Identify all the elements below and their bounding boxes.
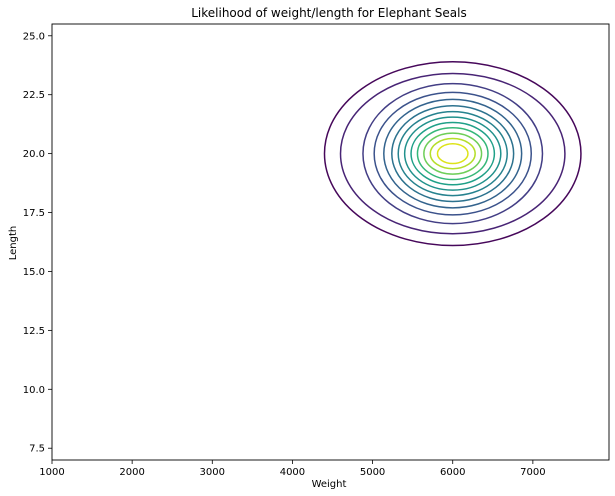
x-tick-label: 1000	[39, 467, 64, 478]
y-tick-label: 15.0	[23, 267, 45, 278]
y-tick-label: 10.0	[23, 385, 45, 396]
x-tick-label: 4000	[280, 467, 305, 478]
contour-level-7	[397, 110, 508, 197]
y-axis-ticks: 7.5 10.0 12.5 15.0 17.5 20.0 22.5 25.0	[23, 31, 52, 455]
y-tick-label: 7.5	[29, 444, 45, 455]
contour-level-9	[410, 121, 496, 186]
x-axis-label: Weight	[312, 479, 347, 490]
contour-level-1	[323, 60, 582, 247]
y-tick-label: 17.5	[23, 208, 45, 219]
contour-level-5	[383, 98, 523, 209]
y-tick-label: 20.0	[23, 149, 45, 160]
contour-level-12	[429, 137, 476, 170]
contour-level-10	[416, 126, 489, 181]
x-axis-ticks: 1000 2000 3000 4000 5000 6000 7000	[39, 460, 546, 478]
x-tick-label: 5000	[360, 467, 385, 478]
contour-level-8	[403, 116, 502, 191]
y-axis-label: Length	[8, 226, 19, 261]
contour-lines	[323, 60, 582, 247]
x-tick-label: 7000	[520, 467, 545, 478]
contour-level-2	[339, 72, 566, 235]
contour-level-3	[362, 82, 544, 225]
contour-level-13	[436, 142, 469, 165]
contour-level-6	[391, 105, 515, 203]
contour-level-11	[423, 132, 483, 175]
chart-title: Likelihood of weight/length for Elephant…	[191, 6, 467, 20]
y-tick-label: 12.5	[23, 326, 45, 337]
x-tick-label: 6000	[440, 467, 465, 478]
x-tick-label: 2000	[119, 467, 144, 478]
y-tick-label: 25.0	[23, 31, 45, 42]
x-tick-label: 3000	[200, 467, 225, 478]
contour-level-4	[373, 91, 533, 216]
plot-frame	[51, 23, 610, 461]
y-tick-label: 22.5	[23, 90, 45, 101]
